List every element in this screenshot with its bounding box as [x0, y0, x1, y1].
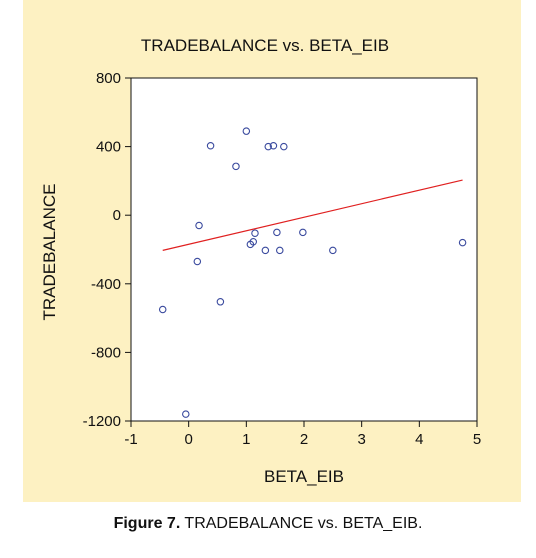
y-tick-label: -800 [91, 344, 121, 361]
x-tick-label: 2 [300, 431, 308, 448]
data-point [182, 410, 190, 418]
y-tick-label: -400 [91, 276, 121, 293]
data-point [264, 142, 272, 151]
caption-label: Figure 7. [113, 515, 181, 532]
data-point [195, 221, 203, 230]
x-tick-label: -1 [124, 431, 137, 448]
data-point [251, 229, 259, 237]
x-tick-label: 5 [473, 431, 481, 448]
data-point [299, 228, 307, 237]
x-axis-ticks: -1 0 1 2 3 4 5 [124, 421, 481, 448]
data-point [249, 238, 258, 246]
x-tick-label: 4 [415, 431, 423, 448]
figure-panel: TRADEBALANCE vs. BETA_EIB BETA_EIB TRADE… [23, 0, 521, 532]
x-tick-label: 0 [184, 431, 192, 448]
chart-title: TRADEBALANCE vs. BETA_EIB [141, 36, 389, 55]
data-point [276, 246, 284, 255]
regression-line [162, 179, 463, 251]
data-point [193, 257, 202, 266]
data-point [458, 238, 467, 247]
y-axis-label: TRADEBALANCE [40, 184, 59, 321]
x-tick-label: 1 [242, 431, 250, 448]
data-marks [158, 127, 467, 418]
x-tick-label: 3 [357, 431, 365, 448]
figure-caption: Figure 7. TRADEBALANCE vs. BETA_EIB. [0, 515, 536, 533]
x-axis-label: BETA_EIB [264, 467, 344, 486]
data-point [269, 141, 278, 150]
data-point [329, 246, 337, 255]
data-point [232, 162, 240, 171]
plot-area [130, 77, 478, 422]
y-tick-label: -1200 [83, 413, 121, 430]
y-axis-ticks: 800 400 0 -400 -800 -1200 [83, 70, 131, 430]
data-point [280, 142, 288, 151]
data-point [273, 228, 281, 237]
caption-text: TRADEBALANCE vs. BETA_EIB. [180, 515, 423, 532]
scatter-chart: TRADEBALANCE vs. BETA_EIB BETA_EIB TRADE… [40, 36, 481, 486]
data-point [261, 246, 270, 255]
data-point [242, 127, 251, 135]
data-point [216, 298, 225, 306]
data-point [206, 141, 215, 150]
data-point [158, 305, 167, 314]
y-tick-label: 800 [96, 70, 121, 87]
y-tick-label: 400 [96, 139, 121, 156]
y-tick-label: 0 [113, 207, 121, 224]
